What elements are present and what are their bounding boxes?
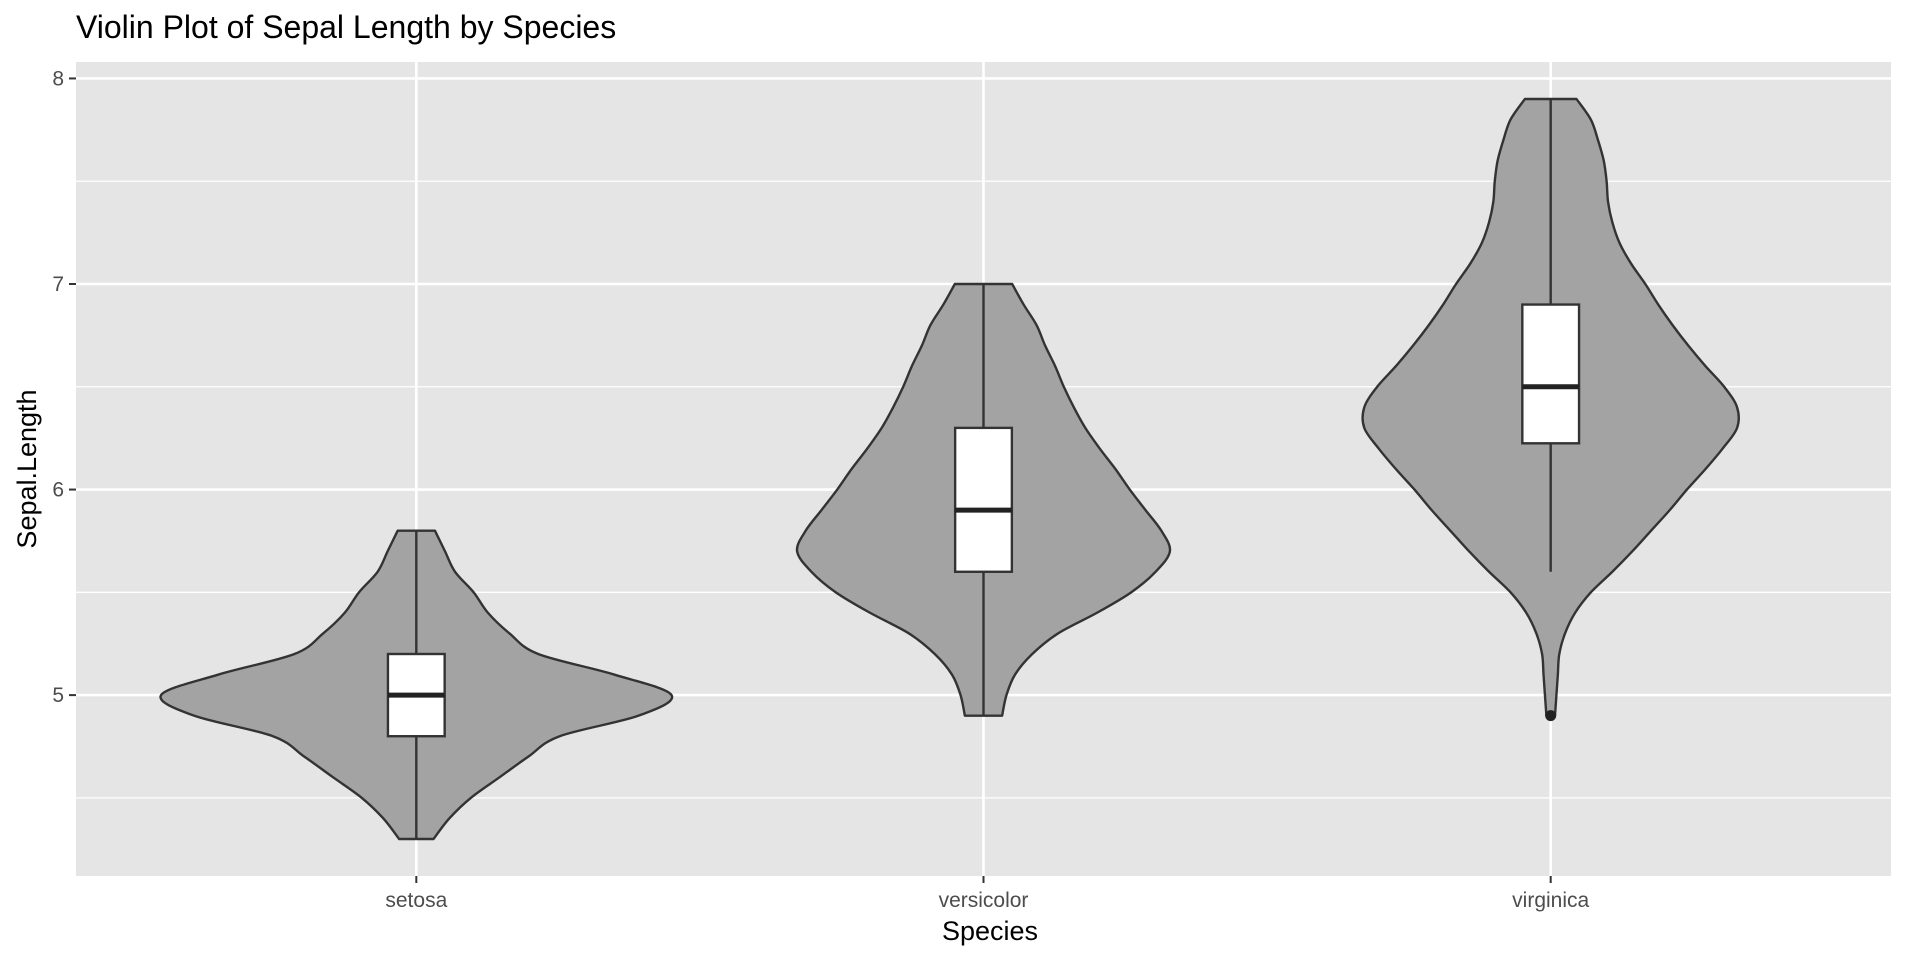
y-tick-label: 6 bbox=[52, 479, 64, 502]
x-tick-label-setosa: setosa bbox=[385, 889, 447, 912]
outlier-point-virginica bbox=[1545, 710, 1557, 722]
x-tick-label-virginica: virginica bbox=[1512, 889, 1589, 912]
y-axis-title: Sepal.Length bbox=[12, 389, 42, 548]
box-versicolor bbox=[953, 426, 1014, 573]
y-tick-label: 7 bbox=[52, 273, 64, 296]
x-axis-title: Species bbox=[942, 916, 1038, 946]
x-tick-label-versicolor: versicolor bbox=[939, 889, 1029, 912]
chart-title: Violin Plot of Sepal Length by Species bbox=[76, 9, 616, 45]
y-tick-label: 8 bbox=[52, 67, 64, 90]
y-tick-label: 5 bbox=[52, 684, 64, 707]
box-virginica bbox=[1521, 303, 1581, 445]
axes: 5 6 7 8 setosa versicolor virginica bbox=[52, 67, 1589, 912]
violins bbox=[159, 97, 1740, 841]
